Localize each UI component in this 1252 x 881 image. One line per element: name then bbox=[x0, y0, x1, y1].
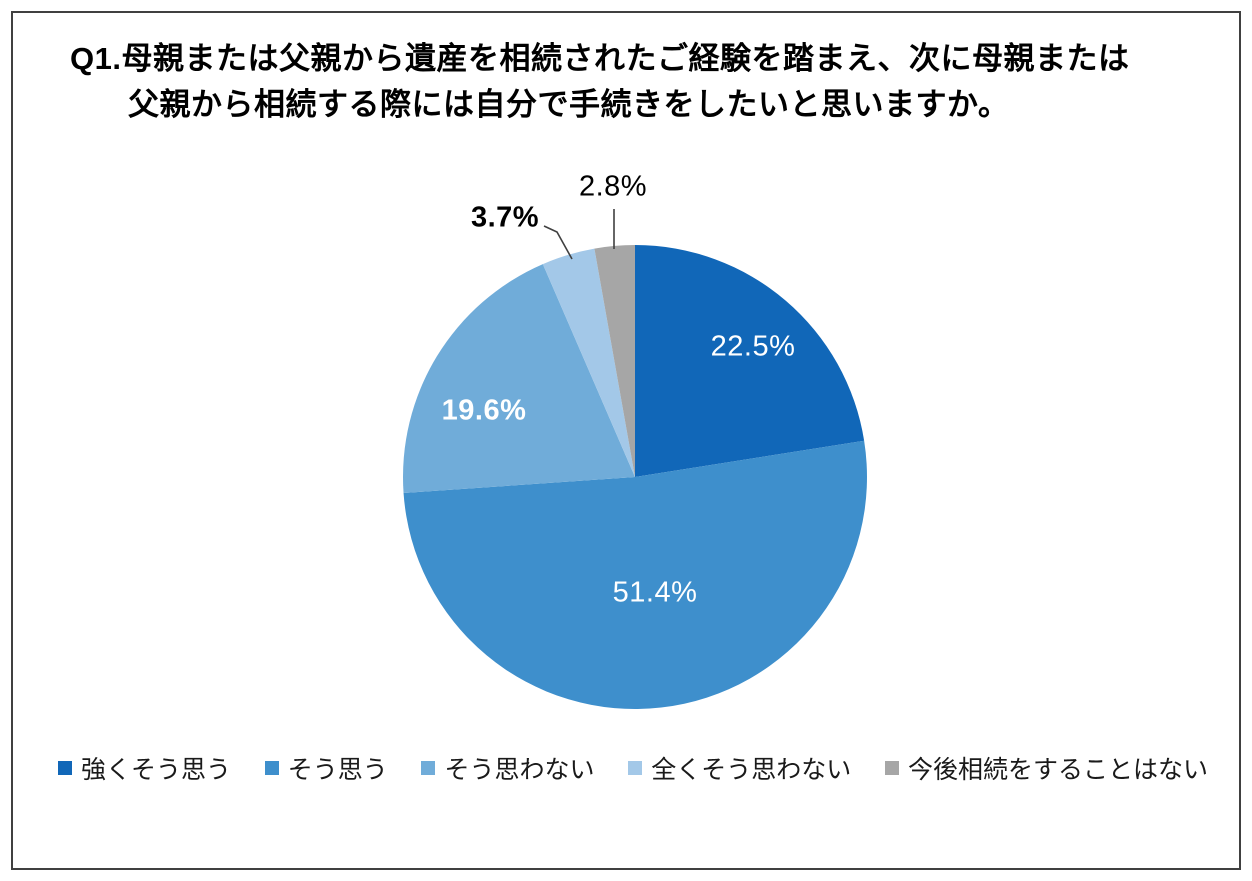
slice-label-2: 19.6% bbox=[441, 394, 527, 427]
slice-label-0: 22.5% bbox=[710, 330, 796, 363]
pie-slice-3 bbox=[542, 248, 635, 477]
pie-slice-2 bbox=[402, 264, 635, 494]
slice-label-3: 3.7% bbox=[470, 201, 540, 234]
legend-label: 全くそう思わない bbox=[651, 756, 852, 784]
chart-title-line2: 父親から相続する際には自分で手続きをしたいと思いますか。 bbox=[128, 87, 1010, 122]
legend-label: 強くそう思う bbox=[81, 756, 232, 784]
chart-title-line1: Q1.母親または父親から遺産を相続されたご経験を踏まえ、次に母親または bbox=[70, 41, 1130, 76]
legend-swatch-icon bbox=[628, 761, 643, 775]
legend-swatch-icon bbox=[421, 761, 436, 775]
legend-swatch-icon bbox=[264, 761, 279, 775]
legend-swatch-icon bbox=[58, 761, 72, 775]
chart-title: Q1.母親または父親から遺産を相続されたご経験を踏まえ、次に母親または 父親から… bbox=[70, 36, 1129, 128]
legend-item-4: 今後相続をすることはない bbox=[884, 750, 1208, 786]
pie-slice-4 bbox=[594, 245, 635, 477]
pie-slice-0 bbox=[635, 245, 865, 477]
legend-label: そう思わない bbox=[444, 756, 595, 784]
legend-swatch-icon bbox=[884, 761, 899, 775]
legend-item-3: 全くそう思わない bbox=[628, 750, 851, 786]
legend-item-1: そう思う bbox=[264, 750, 388, 786]
slice-label-4: 2.8% bbox=[578, 170, 648, 203]
legend-label: そう思う bbox=[287, 756, 388, 784]
legend-label: 今後相続をすることはない bbox=[907, 756, 1208, 784]
slice-label-1: 51.4% bbox=[612, 576, 698, 609]
legend-item-0: 強くそう思う bbox=[58, 750, 231, 786]
chart-legend: 強くそう思う そう思う そう思わない 全くそう思わない 今後相続をすることはない bbox=[58, 750, 1208, 786]
pie-slice-1 bbox=[403, 440, 867, 710]
legend-item-2: そう思わない bbox=[421, 750, 594, 786]
leader-line-3 bbox=[543, 225, 573, 260]
